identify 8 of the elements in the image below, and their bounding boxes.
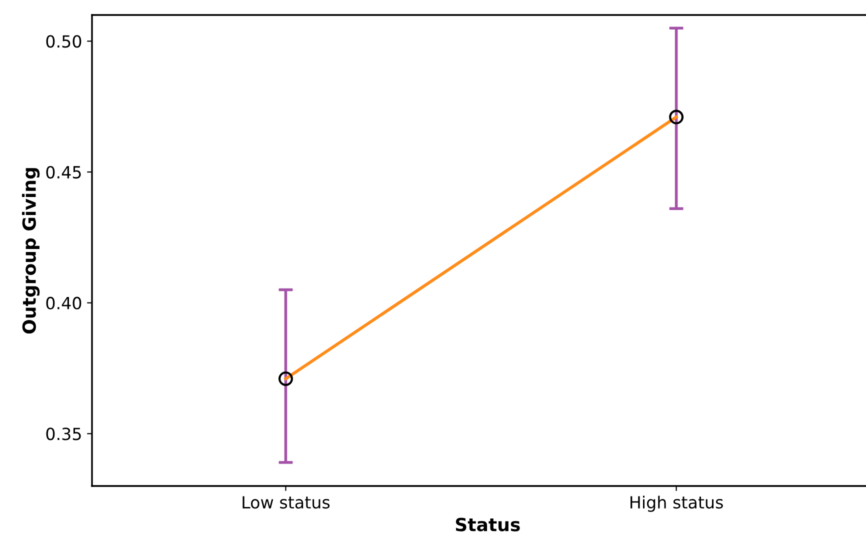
x-tick-label: High status — [630, 496, 723, 512]
y-tick-label: 0.35 — [46, 428, 81, 440]
x-tick-label: Low status — [242, 496, 330, 509]
y-tick-label: 0.40 — [46, 296, 82, 310]
x-axis-title: Status — [456, 518, 520, 532]
y-tick-label: 0.45 — [46, 166, 81, 179]
y-axis-title: Outgroup Giving — [22, 168, 40, 334]
y-tick-label: 0.50 — [46, 35, 82, 48]
